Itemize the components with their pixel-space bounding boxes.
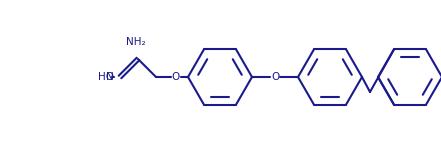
Text: HO: HO (98, 72, 114, 82)
Text: NH₂: NH₂ (126, 37, 146, 47)
Text: O: O (271, 72, 279, 82)
Text: N: N (106, 72, 114, 82)
Text: O: O (172, 72, 180, 82)
